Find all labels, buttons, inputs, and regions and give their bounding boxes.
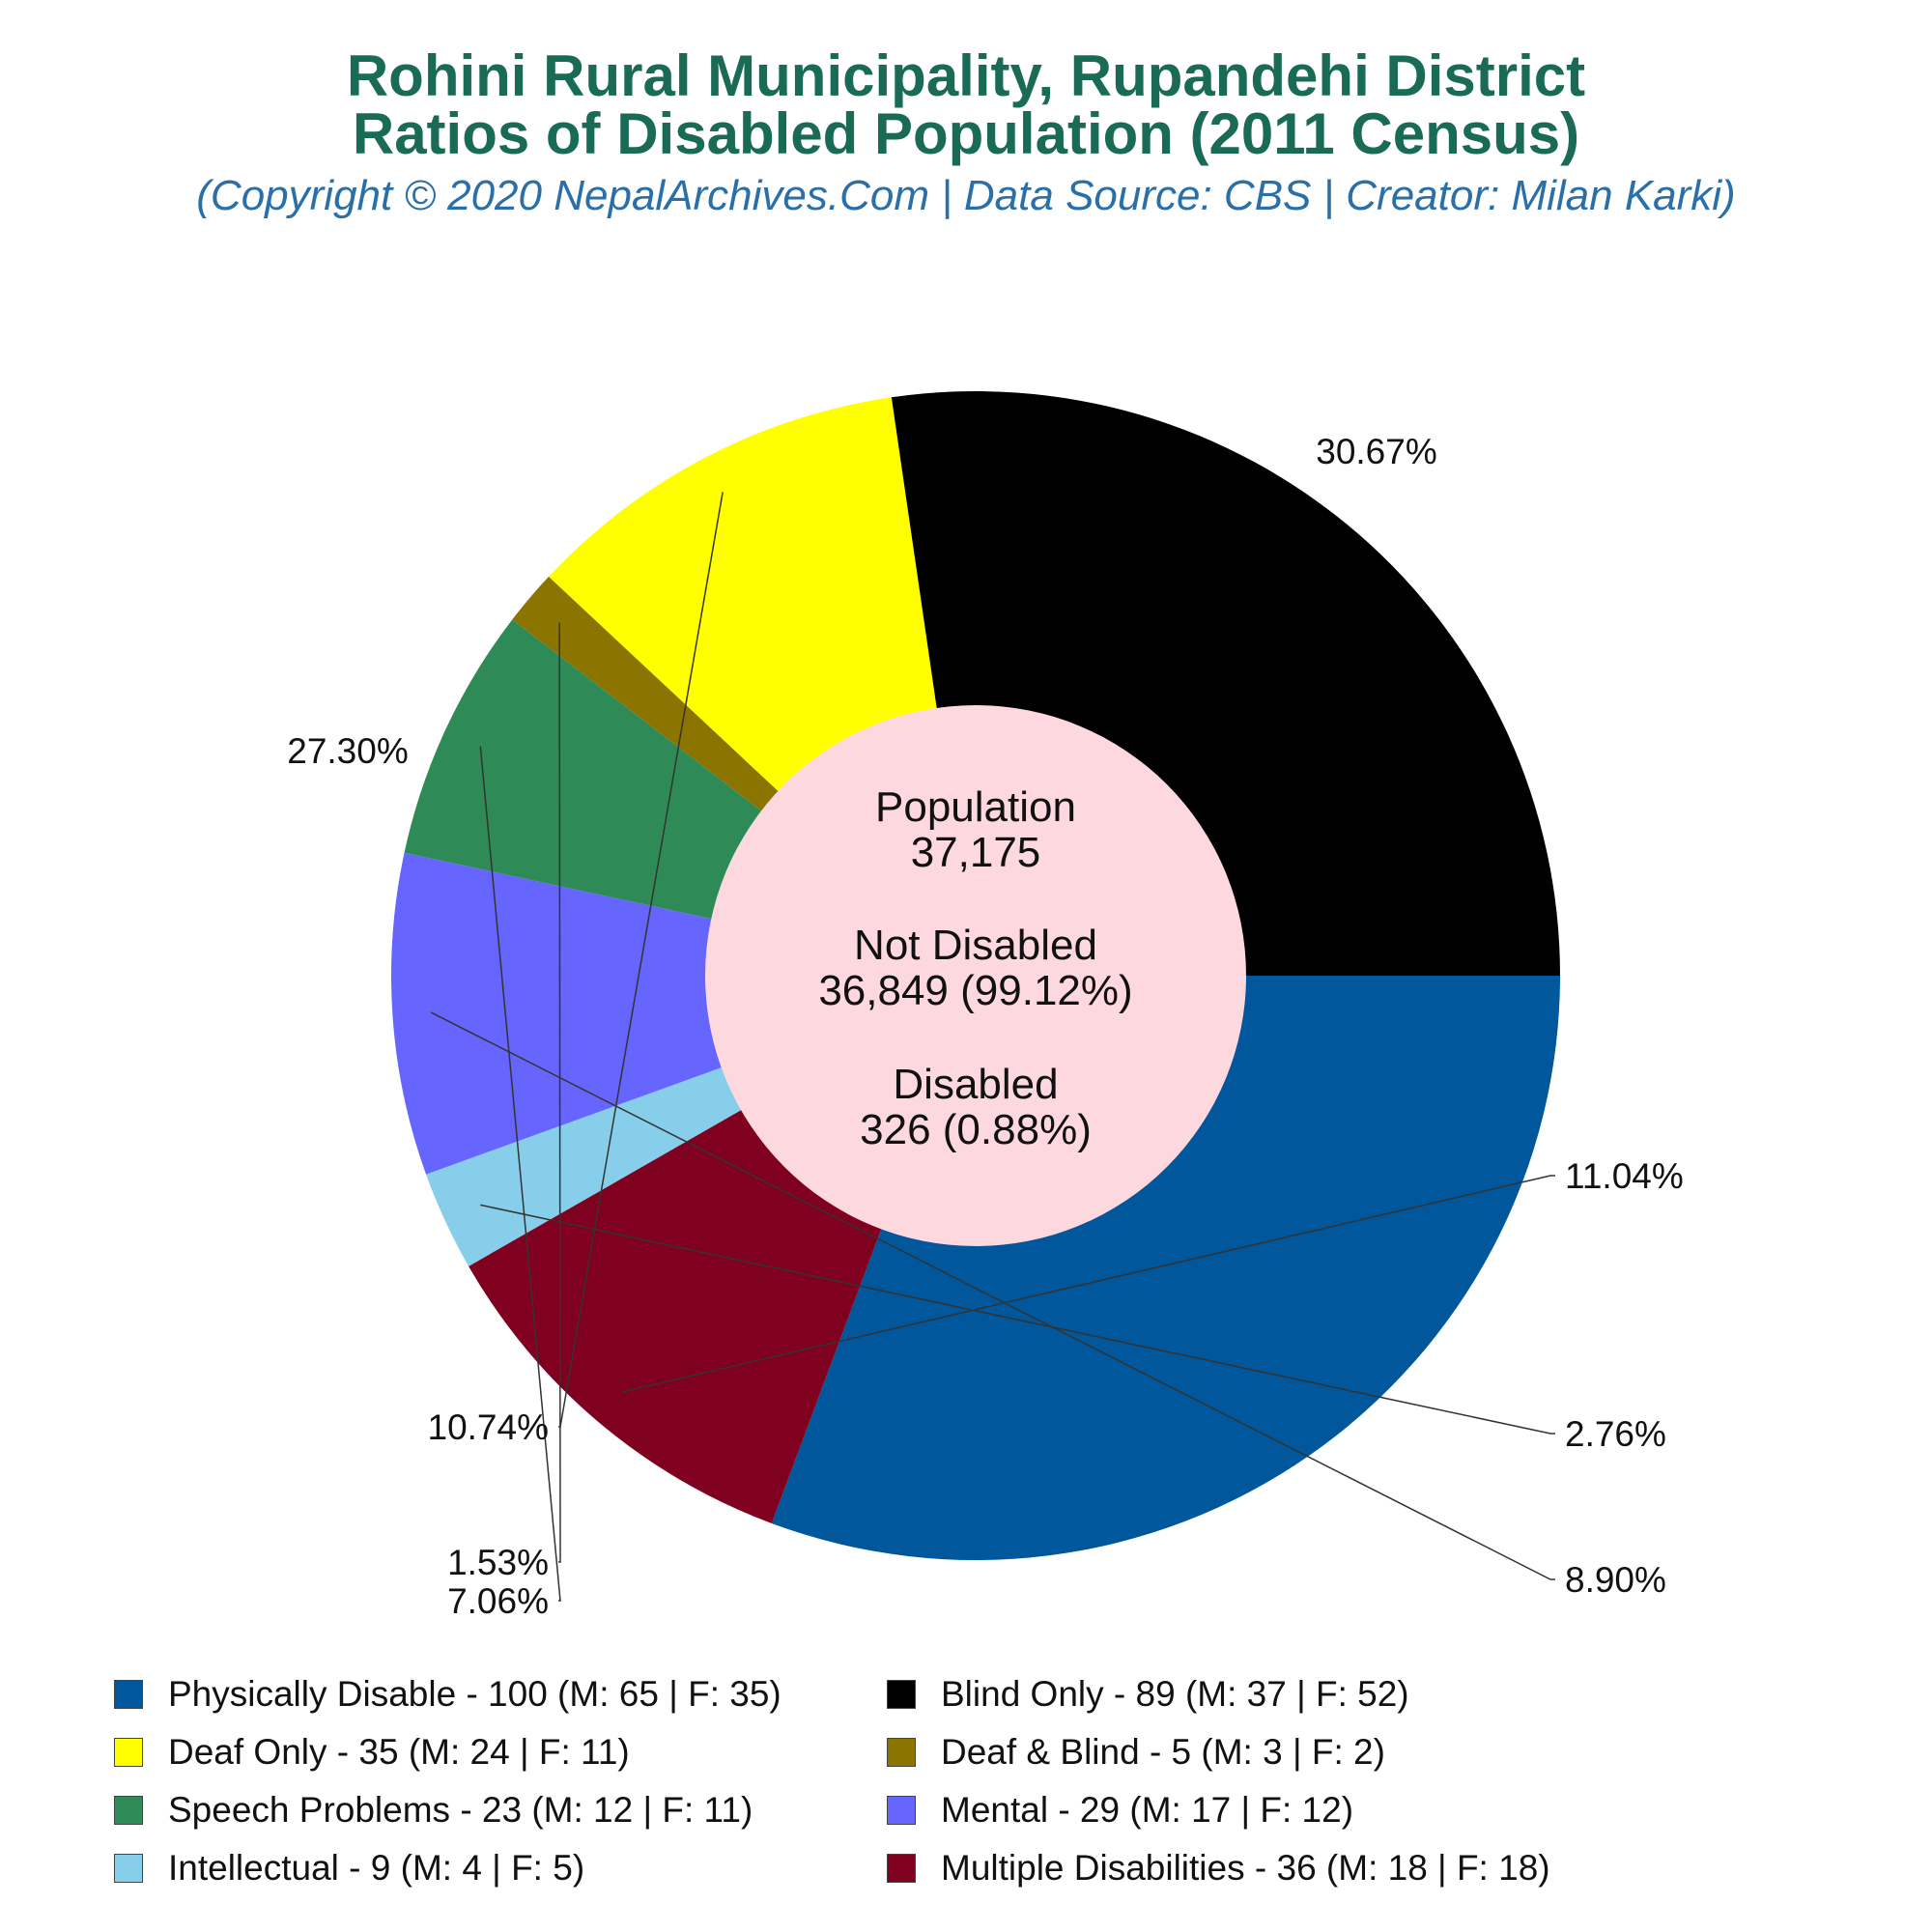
- chart-title-line-2: Ratios of Disabled Population (2011 Cens…: [352, 101, 1580, 166]
- percent-label: 8.90%: [1565, 1560, 1666, 1600]
- legend-label: Blind Only - 89 (M: 37 | F: 52): [941, 1674, 1409, 1714]
- legend-label: Deaf & Blind - 5 (M: 3 | F: 2): [941, 1732, 1385, 1772]
- legend-label: Physically Disable - 100 (M: 65 | F: 35): [168, 1674, 781, 1714]
- legend-label: Multiple Disabilities - 36 (M: 18 | F: 1…: [941, 1848, 1550, 1888]
- legend-item-deaf-blind: Deaf & Blind - 5 (M: 3 | F: 2): [887, 1729, 1385, 1776]
- chart-title-line-1: Rohini Rural Municipality, Rupandehi Dis…: [346, 43, 1586, 108]
- legend-swatch: [887, 1738, 916, 1767]
- percent-label: 2.76%: [1565, 1414, 1666, 1454]
- percent-labels: 30.67% 11.04% 2.76% 8.90% 7.06%1.53% 10.74% 27…: [287, 432, 1684, 1621]
- pie-chart: 30.67% 11.04% 2.76% 8.90% 7.06%1.53% 10.74% 27…: [287, 391, 1684, 1621]
- center-not-disabled-value: 36,849 (99.12%): [818, 967, 1132, 1014]
- legend-label: Intellectual - 9 (M: 4 | F: 5): [168, 1848, 585, 1888]
- legend-item-multiple-disabilities: Multiple Disabilities - 36 (M: 18 | F: 1…: [887, 1845, 1550, 1891]
- chart-legend: Physically Disable - 100 (M: 65 | F: 35)…: [0, 1671, 1932, 1922]
- leader-lines: [430, 492, 1555, 1602]
- center-disabled-value: 326 (0.88%): [860, 1106, 1092, 1153]
- leader-line: [558, 492, 724, 1428]
- legend-swatch: [887, 1854, 916, 1883]
- percent-label: 7.06%: [447, 1581, 549, 1621]
- pie-slice-mental: [390, 852, 976, 1175]
- leader-line: [558, 622, 561, 1563]
- legend-swatch: [114, 1738, 143, 1767]
- leader-line: [480, 1204, 1555, 1435]
- percent-label: 30.67%: [1316, 432, 1437, 471]
- legend-item-intellectual: Intellectual - 9 (M: 4 | F: 5): [114, 1845, 584, 1891]
- center-disabled-label: Disabled: [893, 1061, 1058, 1108]
- chart-subtitle: (Copyright © 2020 NepalArchives.Com | Da…: [196, 172, 1736, 219]
- legend-item-mental: Mental - 29 (M: 17 | F: 12): [887, 1787, 1353, 1833]
- legend-swatch: [114, 1680, 143, 1709]
- legend-item-deaf-only: Deaf Only - 35 (M: 24 | F: 11): [114, 1729, 630, 1776]
- legend-item-physically-disable: Physically Disable - 100 (M: 65 | F: 35): [114, 1671, 781, 1718]
- leader-line: [479, 746, 561, 1602]
- center-population-label: Population: [875, 783, 1076, 831]
- percent-label: 1.53%: [447, 1543, 549, 1582]
- legend-label: Mental - 29 (M: 17 | F: 12): [941, 1790, 1354, 1830]
- legend-swatch: [887, 1680, 916, 1709]
- legend-label: Deaf Only - 35 (M: 24 | F: 11): [168, 1732, 630, 1772]
- percent-label: 11.04%: [1565, 1156, 1684, 1196]
- leader-line: [430, 1011, 1555, 1580]
- center-not-disabled-label: Not Disabled: [854, 922, 1097, 969]
- legend-swatch: [114, 1854, 143, 1883]
- center-population-value: 37,175: [911, 829, 1041, 876]
- percent-label: 27.30%: [287, 731, 409, 771]
- center-summary: Population 37,175 Not Disabled 36,849 (9…: [818, 783, 1132, 1153]
- percent-label: 10.74%: [428, 1407, 550, 1447]
- legend-swatch: [887, 1796, 916, 1825]
- center-circle: [705, 705, 1246, 1246]
- legend-label: Speech Problems - 23 (M: 12 | F: 11): [168, 1790, 753, 1830]
- leader-line: [622, 1175, 1555, 1393]
- legend-swatch: [114, 1796, 143, 1825]
- legend-item-speech-problems: Speech Problems - 23 (M: 12 | F: 11): [114, 1787, 753, 1833]
- legend-item-blind-only: Blind Only - 89 (M: 37 | F: 52): [887, 1671, 1409, 1718]
